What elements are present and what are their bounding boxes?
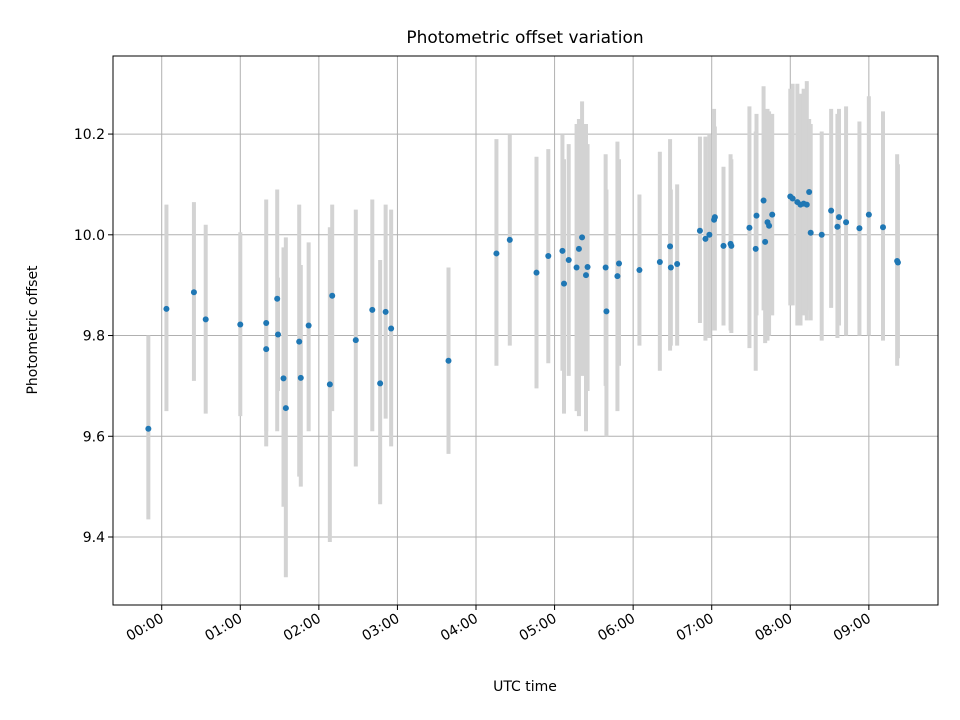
data-point — [762, 238, 769, 245]
data-point — [636, 267, 643, 274]
data-point — [561, 280, 567, 287]
data-point — [506, 236, 513, 243]
data-point — [388, 325, 395, 332]
data-point — [382, 308, 389, 315]
data-point — [145, 425, 152, 432]
y-tick-label: 9.8 — [83, 329, 105, 345]
data-point — [545, 252, 552, 259]
chart-title: Photometric offset variation — [406, 28, 643, 48]
x-axis-label: UTC time — [493, 679, 557, 695]
data-point — [329, 292, 336, 299]
data-point — [728, 242, 735, 249]
data-point — [584, 264, 591, 271]
data-point — [280, 375, 287, 382]
data-point — [274, 295, 281, 302]
data-point — [760, 197, 767, 204]
data-point — [602, 264, 609, 271]
data-point — [834, 223, 841, 230]
data-point — [565, 256, 572, 263]
data-point — [190, 289, 197, 296]
data-point — [237, 321, 244, 328]
data-point — [769, 211, 776, 218]
data-point — [836, 214, 842, 221]
y-axis-label: Photometric offset — [25, 265, 41, 395]
data-point — [559, 247, 566, 254]
data-point — [843, 219, 850, 226]
data-point — [297, 374, 304, 381]
data-point — [573, 264, 580, 271]
data-point — [746, 224, 753, 231]
data-point — [803, 201, 810, 208]
data-point — [445, 357, 452, 364]
data-point — [789, 195, 796, 202]
data-point — [575, 245, 582, 252]
data-point — [667, 264, 674, 271]
data-point — [702, 235, 709, 242]
data-point — [603, 308, 610, 315]
data-point — [614, 273, 621, 280]
data-points — [145, 188, 901, 432]
data-point — [696, 227, 703, 234]
data-point — [828, 207, 835, 214]
data-point — [275, 331, 281, 338]
data-point — [377, 380, 384, 387]
data-point — [352, 337, 359, 344]
data-point — [856, 225, 863, 232]
data-point — [667, 243, 674, 250]
y-tick-label: 9.4 — [83, 530, 105, 546]
data-point — [326, 381, 333, 388]
data-point — [706, 231, 713, 238]
y-tick-label: 9.6 — [83, 429, 105, 445]
data-point — [766, 222, 773, 229]
data-point — [865, 211, 872, 218]
data-point — [263, 319, 270, 326]
data-point — [263, 346, 270, 353]
data-point — [711, 214, 718, 221]
data-point — [720, 242, 727, 249]
data-point — [296, 338, 303, 345]
data-point — [656, 259, 663, 266]
data-point — [674, 261, 681, 268]
data-point — [202, 316, 209, 323]
data-point — [583, 272, 589, 279]
data-point — [818, 231, 825, 238]
data-point — [894, 259, 901, 266]
data-point — [369, 306, 376, 313]
data-point — [493, 250, 500, 257]
data-point — [163, 305, 170, 312]
data-point — [282, 405, 289, 412]
data-point — [880, 224, 886, 231]
data-point — [752, 245, 759, 252]
y-tick-label: 10.2 — [74, 127, 105, 143]
data-point — [806, 188, 813, 195]
plot-frame — [112, 55, 939, 606]
data-point — [616, 260, 622, 267]
data-point — [305, 322, 312, 329]
data-point — [753, 212, 760, 219]
data-point — [533, 269, 540, 276]
data-point — [579, 234, 586, 241]
data-point — [807, 229, 814, 236]
y-tick-label: 10.0 — [74, 228, 105, 244]
